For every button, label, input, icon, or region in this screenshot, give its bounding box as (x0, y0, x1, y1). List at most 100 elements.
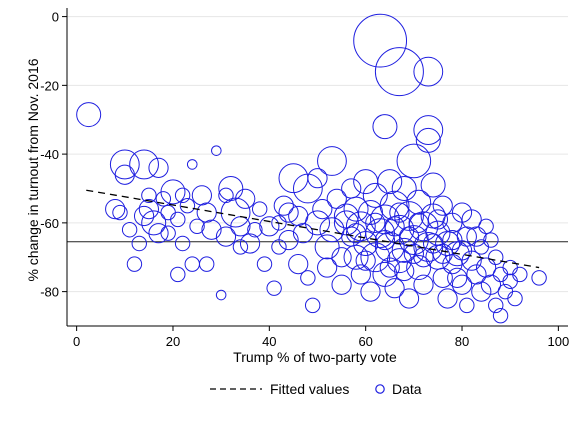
data-point (326, 188, 347, 209)
fitted-values-line (86, 189, 540, 269)
data-point (341, 178, 362, 199)
data-point (189, 218, 205, 235)
data-point (384, 216, 405, 237)
data-point (121, 222, 138, 238)
data-point (331, 274, 352, 295)
x-tick-label: 40 (262, 334, 276, 349)
x-tick-label: 80 (455, 334, 469, 349)
data-point (314, 234, 340, 260)
data-point (396, 143, 432, 179)
data-point (386, 248, 412, 274)
data-point (76, 102, 102, 128)
data-point (317, 146, 347, 176)
data-point (247, 222, 263, 238)
data-point (218, 175, 244, 201)
data-point (374, 232, 405, 262)
data-point (406, 255, 432, 281)
data-point (394, 260, 415, 282)
data-point (186, 159, 198, 170)
data-point (312, 199, 333, 220)
data-point (109, 149, 140, 180)
data-point (492, 307, 509, 324)
data-point (391, 175, 417, 201)
x-axis-label: Trump % of two-party vote (233, 349, 397, 365)
data-point (447, 267, 468, 288)
data-point (461, 209, 482, 230)
data-point (174, 235, 191, 252)
data-point (350, 264, 371, 285)
data-point (292, 173, 323, 204)
data-point (466, 226, 487, 247)
data-point (413, 115, 444, 145)
data-point (459, 297, 475, 314)
data-point (406, 189, 432, 215)
data-point (331, 247, 352, 268)
data-point (184, 256, 200, 272)
y-tick-label: -80 (40, 285, 59, 300)
data-point (259, 216, 280, 237)
data-point (114, 164, 135, 185)
axes: 0 -20 -40 -60 -80 0 20 40 60 80 100 (40, 8, 569, 349)
x-tick-label: 100 (548, 334, 570, 349)
data-point (398, 288, 420, 309)
data-point (235, 188, 256, 209)
data-point (353, 13, 408, 68)
data-point (476, 257, 497, 278)
data-point (531, 270, 547, 286)
data-point (304, 297, 321, 314)
data-point (239, 233, 261, 254)
data-point (292, 223, 314, 244)
data-point (403, 243, 424, 264)
x-tick-label: 20 (166, 334, 180, 349)
data-point (379, 257, 400, 278)
data-point (372, 114, 398, 140)
data-point (271, 215, 287, 231)
data-point (456, 226, 477, 247)
data-point (420, 172, 446, 198)
data-point (492, 266, 509, 283)
data-point (357, 200, 383, 226)
y-axis-label: % change in turnout from Nov. 2016 (25, 58, 41, 281)
data-point (345, 211, 376, 242)
data-point (365, 212, 386, 233)
data-point (141, 210, 167, 236)
data-point (317, 257, 338, 278)
data-point (232, 239, 249, 255)
data-point (278, 202, 299, 223)
y-tick-label: -60 (40, 216, 59, 231)
x-tick-label: 60 (358, 334, 372, 349)
data-point (394, 201, 424, 231)
data-point (112, 204, 128, 221)
data-point (408, 212, 429, 233)
data-point (374, 47, 424, 97)
data-point (129, 149, 159, 180)
data-point (160, 179, 186, 205)
data-point (170, 266, 186, 283)
data-point (437, 288, 458, 309)
data-point (389, 202, 410, 223)
data-point (415, 127, 441, 153)
legend: Fitted values Data (210, 381, 422, 397)
data-point (126, 256, 143, 272)
data-point (343, 244, 369, 270)
data-point (170, 211, 186, 228)
data-point (174, 187, 191, 204)
data-point (141, 187, 157, 204)
legend-data-label: Data (392, 381, 422, 397)
data-point (379, 190, 410, 221)
data-point (451, 274, 473, 295)
data-point (451, 240, 473, 261)
data-point (432, 267, 453, 288)
data-point (307, 168, 328, 189)
data-point (480, 274, 502, 295)
data-point (512, 266, 528, 283)
data-point (271, 239, 287, 255)
data-point (133, 205, 155, 227)
data-point (413, 274, 434, 295)
data-point (300, 270, 316, 286)
data-point (131, 235, 147, 252)
data-point (273, 195, 294, 216)
data-point (215, 289, 227, 301)
y-tick-label: -20 (40, 78, 59, 93)
x-tick-label: 0 (73, 334, 80, 349)
